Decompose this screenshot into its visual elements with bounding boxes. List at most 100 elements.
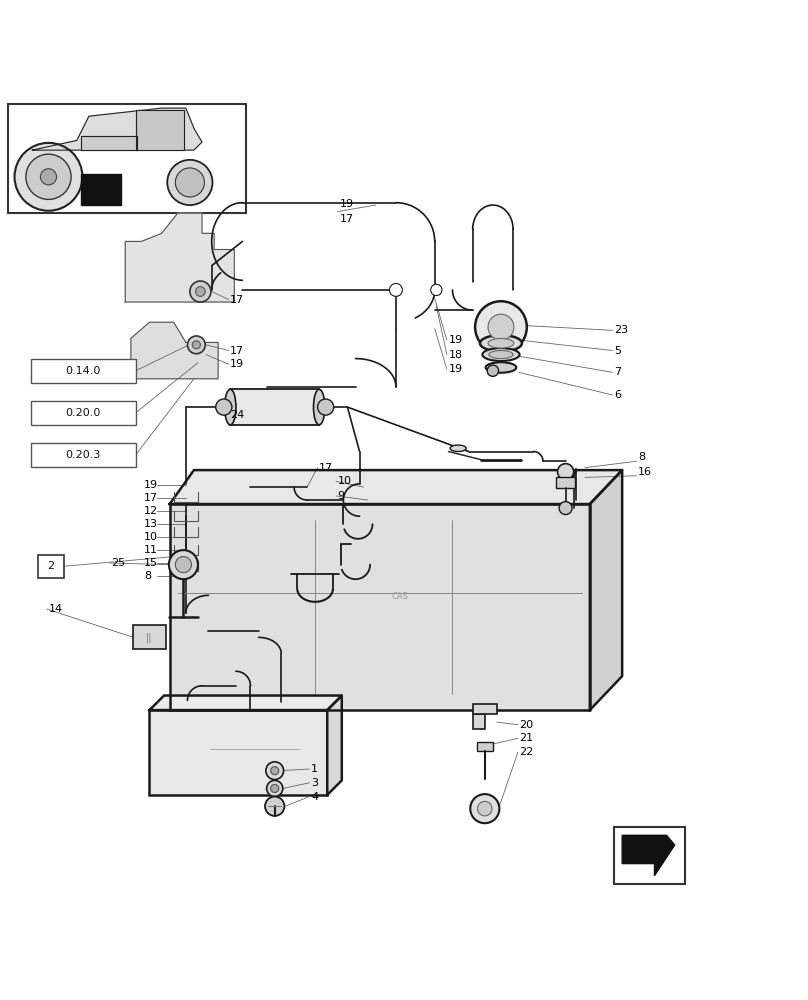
Ellipse shape — [480, 335, 522, 351]
Polygon shape — [125, 213, 234, 302]
Text: 24: 24 — [230, 410, 245, 420]
Text: 14: 14 — [48, 604, 62, 614]
Text: 19: 19 — [144, 480, 158, 490]
Text: 17: 17 — [230, 346, 244, 356]
Circle shape — [266, 762, 284, 780]
Ellipse shape — [225, 389, 236, 425]
Text: 16: 16 — [638, 467, 652, 477]
Text: 8: 8 — [144, 571, 151, 581]
Polygon shape — [170, 470, 622, 504]
Text: 3: 3 — [311, 778, 318, 788]
Bar — [31, 359, 136, 383]
Circle shape — [470, 794, 499, 823]
Text: 18: 18 — [448, 350, 462, 360]
Circle shape — [265, 797, 284, 816]
Text: 17: 17 — [230, 295, 244, 305]
Text: 25: 25 — [112, 558, 125, 568]
Text: 6: 6 — [614, 390, 621, 400]
Circle shape — [478, 801, 492, 816]
Bar — [556, 477, 575, 488]
Circle shape — [488, 314, 514, 340]
Bar — [149, 710, 327, 795]
Circle shape — [431, 284, 442, 296]
Circle shape — [271, 767, 279, 775]
Text: 10: 10 — [338, 476, 351, 486]
Text: CAS: CAS — [392, 592, 408, 601]
Circle shape — [167, 160, 213, 205]
Text: 0.20.0: 0.20.0 — [65, 408, 101, 418]
Text: 12: 12 — [144, 506, 158, 516]
Bar — [473, 714, 485, 729]
Circle shape — [175, 557, 191, 573]
Text: 0.20.3: 0.20.3 — [65, 450, 101, 460]
Bar — [31, 443, 136, 467]
Text: 2: 2 — [48, 561, 54, 571]
Text: 17: 17 — [319, 463, 333, 473]
Polygon shape — [81, 136, 137, 150]
Text: 7: 7 — [614, 367, 621, 377]
Text: 20: 20 — [520, 720, 533, 730]
Polygon shape — [590, 470, 622, 710]
Text: 0.14.0: 0.14.0 — [65, 366, 101, 376]
Circle shape — [559, 502, 572, 515]
Text: 19: 19 — [448, 364, 462, 374]
Text: 10: 10 — [144, 532, 158, 542]
Circle shape — [389, 283, 402, 296]
Circle shape — [267, 780, 283, 797]
Text: 19: 19 — [230, 359, 244, 369]
Circle shape — [196, 287, 205, 296]
Ellipse shape — [482, 348, 520, 361]
Circle shape — [271, 784, 279, 792]
Text: 4: 4 — [311, 792, 318, 802]
Polygon shape — [136, 110, 184, 150]
Text: 9: 9 — [338, 491, 345, 501]
Text: 15: 15 — [144, 558, 158, 568]
Circle shape — [487, 365, 499, 376]
Circle shape — [40, 169, 57, 185]
Circle shape — [192, 341, 200, 349]
Circle shape — [216, 399, 232, 415]
Text: 23: 23 — [614, 325, 628, 335]
Circle shape — [190, 281, 211, 302]
Circle shape — [26, 154, 71, 199]
Bar — [38, 555, 64, 578]
Text: 8: 8 — [638, 452, 646, 462]
Bar — [477, 742, 493, 751]
Circle shape — [318, 399, 334, 415]
Bar — [8, 104, 246, 213]
Ellipse shape — [488, 338, 514, 348]
Polygon shape — [131, 322, 218, 379]
Text: 1: 1 — [311, 764, 318, 774]
Circle shape — [558, 464, 574, 480]
Circle shape — [475, 301, 527, 353]
Bar — [230, 389, 319, 425]
Text: 13: 13 — [144, 519, 158, 529]
Text: 17: 17 — [144, 493, 158, 503]
Polygon shape — [327, 696, 342, 795]
Polygon shape — [81, 174, 121, 205]
Circle shape — [15, 143, 82, 211]
Polygon shape — [149, 696, 342, 710]
Polygon shape — [622, 835, 675, 876]
Bar — [133, 625, 166, 649]
Text: 21: 21 — [520, 733, 533, 743]
Text: 19: 19 — [448, 335, 462, 345]
Text: 19: 19 — [339, 199, 353, 209]
Ellipse shape — [314, 389, 325, 425]
Polygon shape — [32, 108, 202, 150]
Polygon shape — [170, 504, 590, 710]
Bar — [614, 827, 685, 884]
Text: 22: 22 — [520, 747, 534, 757]
Text: 17: 17 — [339, 214, 353, 224]
Bar — [473, 704, 497, 714]
Bar — [31, 401, 136, 425]
Ellipse shape — [489, 351, 513, 359]
Circle shape — [169, 550, 198, 579]
Text: 11: 11 — [144, 545, 158, 555]
Text: ||: || — [145, 632, 152, 643]
Text: 5: 5 — [614, 346, 621, 356]
Circle shape — [187, 336, 205, 354]
Ellipse shape — [450, 445, 466, 452]
Ellipse shape — [486, 362, 516, 373]
Circle shape — [175, 168, 204, 197]
